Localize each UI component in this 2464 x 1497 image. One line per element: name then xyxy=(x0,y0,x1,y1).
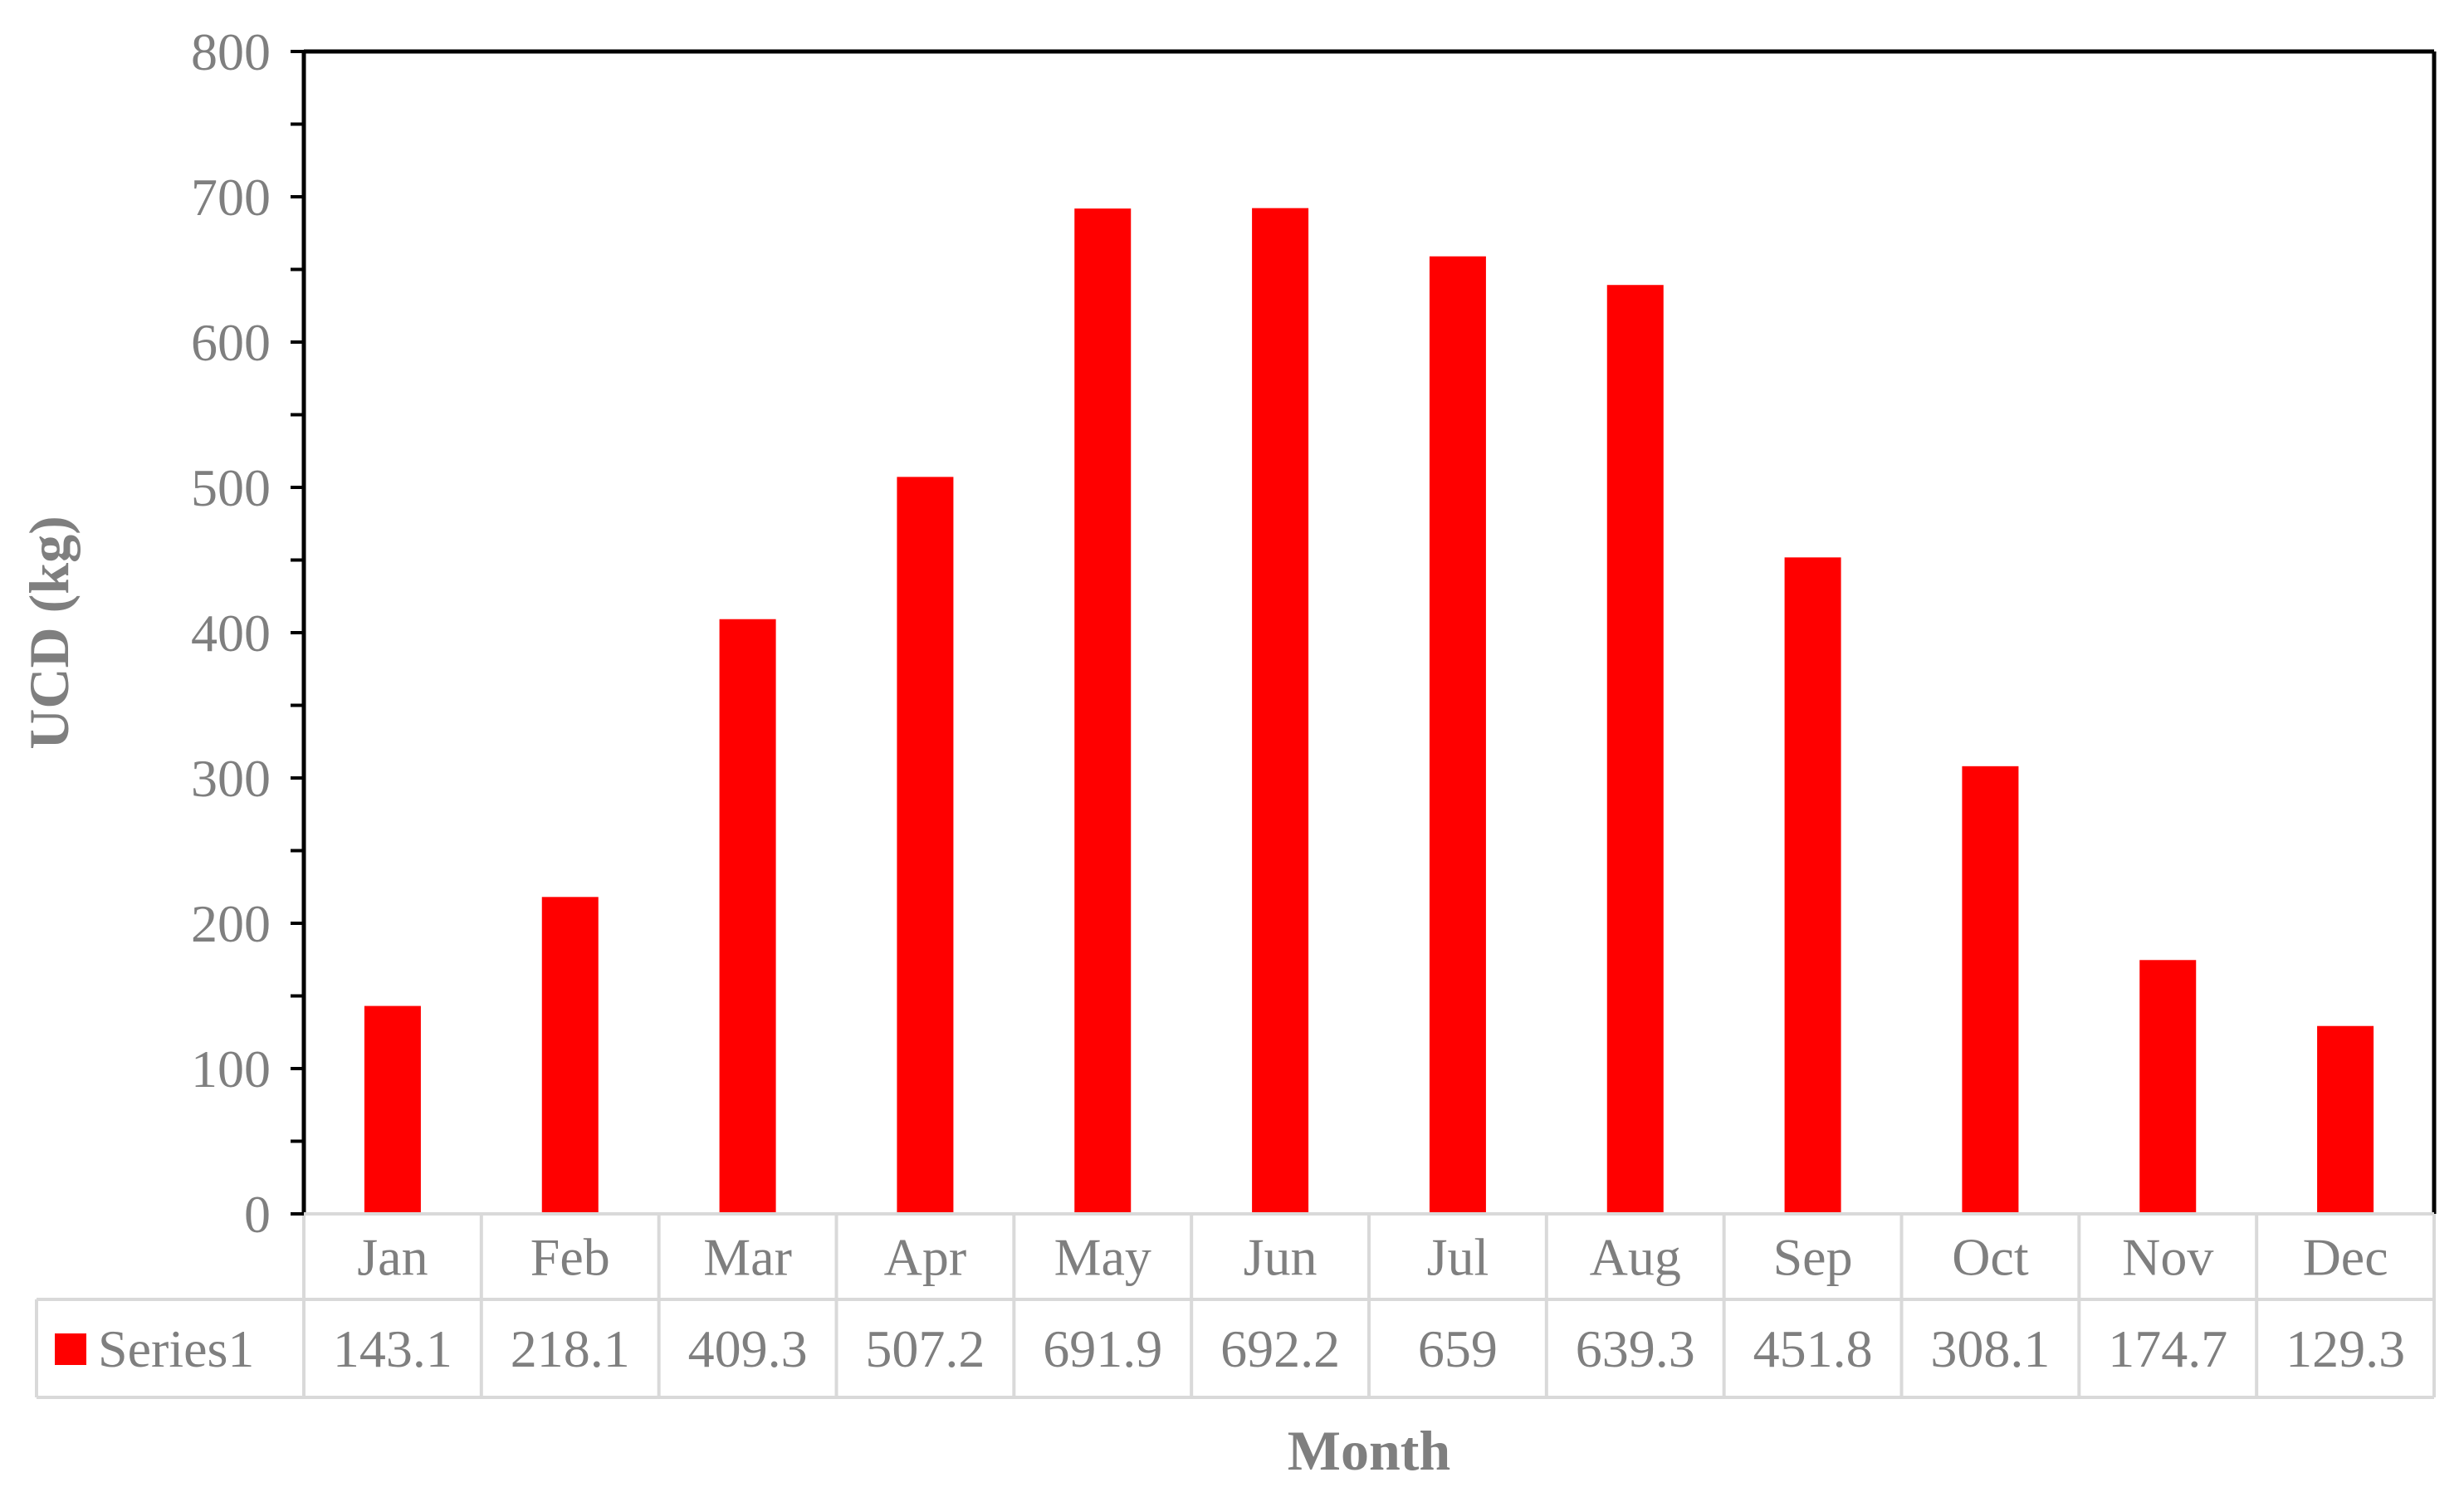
data-table-value: 174.7 xyxy=(2108,1319,2227,1378)
table-grid-lines xyxy=(35,1214,2436,1399)
x-category-label: Dec xyxy=(2303,1228,2388,1287)
x-category-label: Oct xyxy=(1952,1228,2029,1287)
chart-labels: 0 100 200 300 400 500 600 700 800 Jan Feb Mar Apr May… xyxy=(55,22,2405,1378)
bar xyxy=(2317,1025,2374,1214)
data-table-value: 692.2 xyxy=(1220,1319,1340,1378)
bar xyxy=(1252,208,1309,1214)
y-tick-label: 200 xyxy=(191,894,271,953)
bar xyxy=(1429,256,1486,1214)
x-category-label: May xyxy=(1054,1228,1151,1287)
x-category-label: Mar xyxy=(703,1228,792,1287)
bar xyxy=(719,619,776,1214)
plot-frame xyxy=(301,49,2437,1216)
data-table-value: 409.3 xyxy=(688,1319,808,1378)
bar xyxy=(1606,285,1664,1215)
x-category-label: Jan xyxy=(357,1228,428,1287)
bar xyxy=(1074,208,1132,1214)
bar xyxy=(1962,766,2019,1214)
legend-series-name: Series1 xyxy=(98,1319,254,1378)
data-table-value: 308.1 xyxy=(1930,1319,2050,1378)
x-category-label: Jul xyxy=(1427,1228,1489,1287)
data-table-value: 129.3 xyxy=(2286,1319,2405,1378)
y-tick-label: 300 xyxy=(191,749,271,808)
bar xyxy=(2139,960,2197,1214)
data-table-value: 507.2 xyxy=(865,1319,985,1378)
y-tick-label: 400 xyxy=(191,604,271,663)
x-category-label: Jun xyxy=(1244,1228,1318,1287)
bar xyxy=(541,897,599,1214)
x-category-label: Feb xyxy=(530,1228,610,1287)
y-tick-label: 600 xyxy=(191,313,271,372)
x-category-label: Apr xyxy=(884,1228,967,1287)
data-table-value: 659 xyxy=(1418,1319,1498,1378)
x-category-label: Nov xyxy=(2122,1228,2213,1287)
data-table-value: 218.1 xyxy=(511,1319,630,1378)
y-axis-ticks xyxy=(291,50,304,1216)
x-axis-title: Month xyxy=(1288,1419,1450,1482)
y-tick-label: 800 xyxy=(191,22,271,81)
bar xyxy=(364,1005,421,1214)
x-category-label: Sep xyxy=(1773,1228,1853,1287)
data-table-value: 143.1 xyxy=(333,1319,452,1378)
bar xyxy=(897,477,954,1214)
legend-swatch xyxy=(55,1333,86,1365)
y-tick-label: 500 xyxy=(191,458,271,517)
y-tick-label: 0 xyxy=(244,1185,271,1244)
y-tick-label: 700 xyxy=(191,168,271,227)
bar xyxy=(1784,557,1841,1214)
data-table-value: 639.3 xyxy=(1576,1319,1695,1378)
y-axis-title: UCD (kg) xyxy=(17,516,81,749)
data-table-value: 451.8 xyxy=(1753,1319,1873,1378)
y-tick-label: 100 xyxy=(191,1040,271,1098)
x-category-label: Aug xyxy=(1590,1228,1681,1287)
bar-series xyxy=(364,208,2374,1215)
data-table-value: 691.9 xyxy=(1043,1319,1162,1378)
